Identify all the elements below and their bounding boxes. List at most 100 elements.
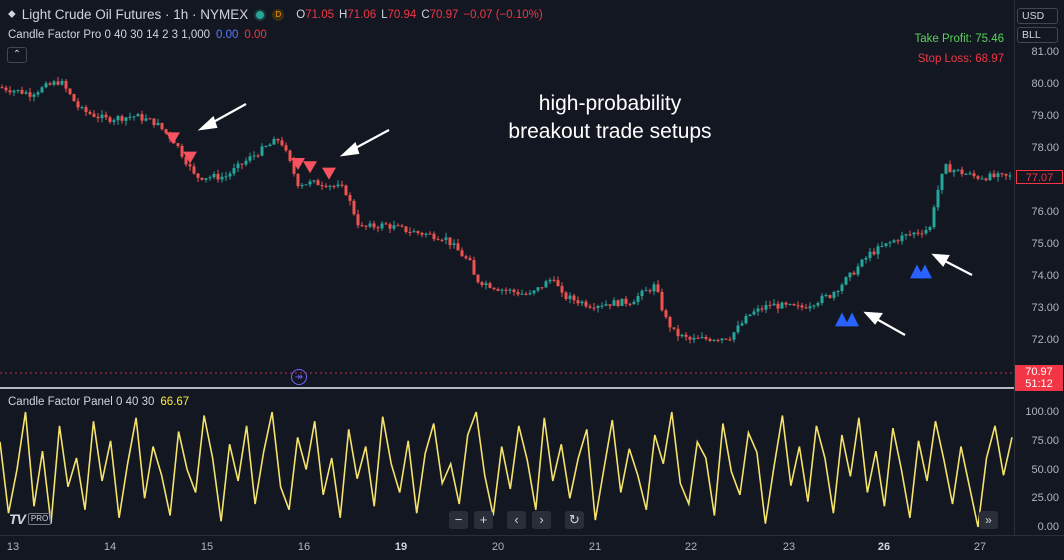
unit-button[interactable]: BLL	[1017, 27, 1058, 43]
reset-chart-button[interactable]: ↻	[565, 511, 584, 529]
panel-tick: 50.00	[1031, 463, 1059, 476]
candle-body	[484, 283, 488, 286]
candle-body	[912, 232, 916, 235]
annotation-line-2: breakout trade setups	[508, 120, 712, 143]
candle-body	[788, 303, 792, 305]
scroll-to-realtime-button[interactable]: »	[979, 511, 998, 529]
annotation-line-1: high-probability	[538, 92, 682, 115]
market-status-badge: D	[272, 8, 285, 21]
candle-body	[432, 233, 436, 240]
candle-body	[440, 239, 444, 241]
price-scale[interactable]: 81.0080.0079.0078.0077.0076.0075.0074.00…	[1014, 0, 1064, 535]
candle-body	[636, 296, 640, 302]
candle-body	[692, 337, 696, 340]
pane-divider[interactable]	[0, 387, 1064, 389]
candle-body	[64, 80, 68, 89]
candle-body	[644, 290, 648, 292]
pointer-arrow-4	[940, 258, 973, 276]
candle-factor-panel-chart[interactable]	[0, 390, 1014, 535]
indicator-legend[interactable]: Candle Factor Pro 0 40 30 14 2 3 1,000 0.…	[8, 29, 267, 41]
time-label: 15	[200, 541, 214, 553]
candle-body	[872, 251, 876, 255]
sell-signal-marker	[291, 158, 305, 170]
candle-body	[412, 231, 416, 233]
sell-signal-marker	[322, 167, 336, 180]
candle-body	[480, 282, 484, 286]
collapse-legend-button[interactable]: ⌃	[7, 47, 27, 63]
candle-body	[220, 176, 224, 180]
candle-body	[656, 284, 660, 292]
candle-body	[304, 184, 308, 186]
candle-body	[684, 334, 688, 337]
candle-body	[472, 260, 476, 275]
currency-button[interactable]: USD	[1017, 8, 1058, 24]
candle-body	[92, 113, 96, 117]
candle-body	[964, 174, 968, 176]
panel-legend[interactable]: Candle Factor Panel 0 40 30 66.67	[8, 396, 189, 408]
candle-body	[336, 184, 340, 187]
pointer-arrow-3	[872, 316, 906, 336]
sell-signal-marker	[166, 132, 180, 145]
tradingview-logo[interactable]: TV PRO	[9, 511, 52, 527]
time-axis[interactable]: 13 14 15 16 19 20 21 22 23 26 27	[0, 535, 1064, 560]
candle-body	[812, 305, 816, 307]
candle-body	[148, 118, 152, 120]
candle-body	[540, 287, 544, 289]
scroll-left-button[interactable]: ‹	[507, 511, 526, 529]
price-tick: 81.00	[1031, 46, 1059, 58]
candle-body	[604, 304, 608, 306]
candle-body	[88, 111, 92, 114]
price-chart[interactable]	[0, 0, 1014, 388]
candle-body	[784, 302, 788, 305]
candle-body	[548, 279, 552, 282]
candle-body	[400, 225, 404, 227]
last-price-value: 70.97	[1025, 366, 1053, 378]
candle-body	[724, 338, 728, 340]
symbol-title[interactable]: Light Crude Oil Futures · 1h · NYMEX	[21, 7, 249, 22]
candle-body	[856, 266, 860, 275]
candle-body	[676, 328, 680, 337]
buy-signal-marker	[918, 264, 932, 279]
candle-body	[256, 155, 260, 157]
candle-body	[768, 304, 772, 306]
candle-body	[976, 176, 980, 179]
candle-body	[612, 300, 616, 306]
candle-body	[60, 80, 64, 85]
time-label: 14	[103, 541, 117, 553]
candle-body	[928, 227, 932, 230]
candle-body	[340, 184, 344, 186]
price-tick: 72.00	[1031, 334, 1059, 346]
candle-body	[624, 298, 628, 304]
zoom-out-button[interactable]: −	[449, 511, 468, 529]
candle-body	[264, 146, 268, 148]
candle-body	[956, 169, 960, 171]
candle-body	[532, 290, 536, 294]
scroll-right-button[interactable]: ›	[532, 511, 551, 529]
bar-countdown: 51:12	[1025, 378, 1053, 390]
candle-body	[524, 293, 528, 295]
candle-body	[792, 303, 796, 306]
candle-body	[520, 293, 524, 295]
replay-icon[interactable]: ↠	[291, 369, 307, 385]
candle-body	[416, 231, 420, 233]
candle-body	[152, 118, 156, 126]
candle-body	[544, 281, 548, 288]
candle-body	[608, 304, 612, 306]
candle-body	[720, 338, 724, 341]
candle-body	[652, 284, 656, 292]
candle-body	[780, 302, 784, 309]
candle-body	[8, 90, 12, 93]
indicator-value-2: 0.00	[244, 29, 267, 41]
candle-body	[1008, 175, 1012, 177]
candle-body	[272, 139, 276, 145]
zoom-in-button[interactable]: +	[474, 511, 493, 529]
candle-body	[248, 156, 252, 161]
sell-signal-marker	[183, 151, 197, 164]
candle-body	[104, 114, 108, 118]
drop-icon: ⬥	[8, 8, 16, 20]
candle-body	[112, 120, 116, 123]
candle-body	[864, 258, 868, 260]
candle-body	[804, 307, 808, 309]
candle-body	[616, 300, 620, 306]
chart-controls: − + ‹ › ↻	[449, 511, 584, 529]
